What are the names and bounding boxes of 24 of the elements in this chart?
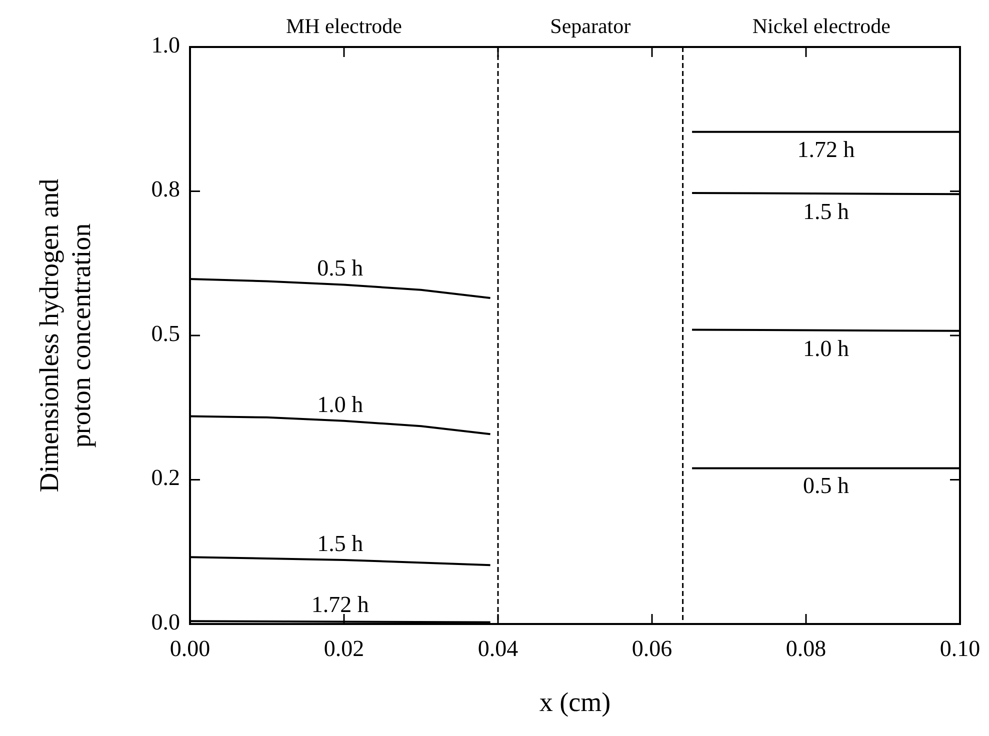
series-label: 1.72 h [797,136,856,162]
series-label: 0.5 h [803,473,850,498]
y-tick-label: 1.0 [151,32,180,58]
x-tick-label: 0.02 [324,636,364,661]
x-tick-label: 0.06 [632,636,672,661]
text: Nickel electrode [752,14,890,38]
series-label: 1.5 h [803,199,850,224]
series-label: 1.0 h [803,336,850,361]
x-tick-label: 0.08 [786,636,826,661]
text: Separator [550,14,631,38]
text: MH electrode [286,14,402,38]
y-axis-title: Dimensionless hydrogen and proton concentration [34,178,96,492]
y-tick-label: 0.5 [151,320,180,346]
x-axis-title: x (cm) [539,687,611,717]
y-tick-label: 0.2 [151,465,180,490]
series-label: 1.72 h [311,592,370,618]
series-label: 0.5 h [317,256,364,281]
y-tick-label: 0.0 [151,609,180,634]
y-tick-label: 0.8 [151,176,180,202]
x-tick-label: 0.04 [478,636,519,661]
x-tick-label: 0.10 [940,636,980,661]
x-tick-label: 0.00 [170,636,210,661]
series-label: 1.0 h [317,392,364,417]
series-label: 1.5 h [317,530,364,556]
